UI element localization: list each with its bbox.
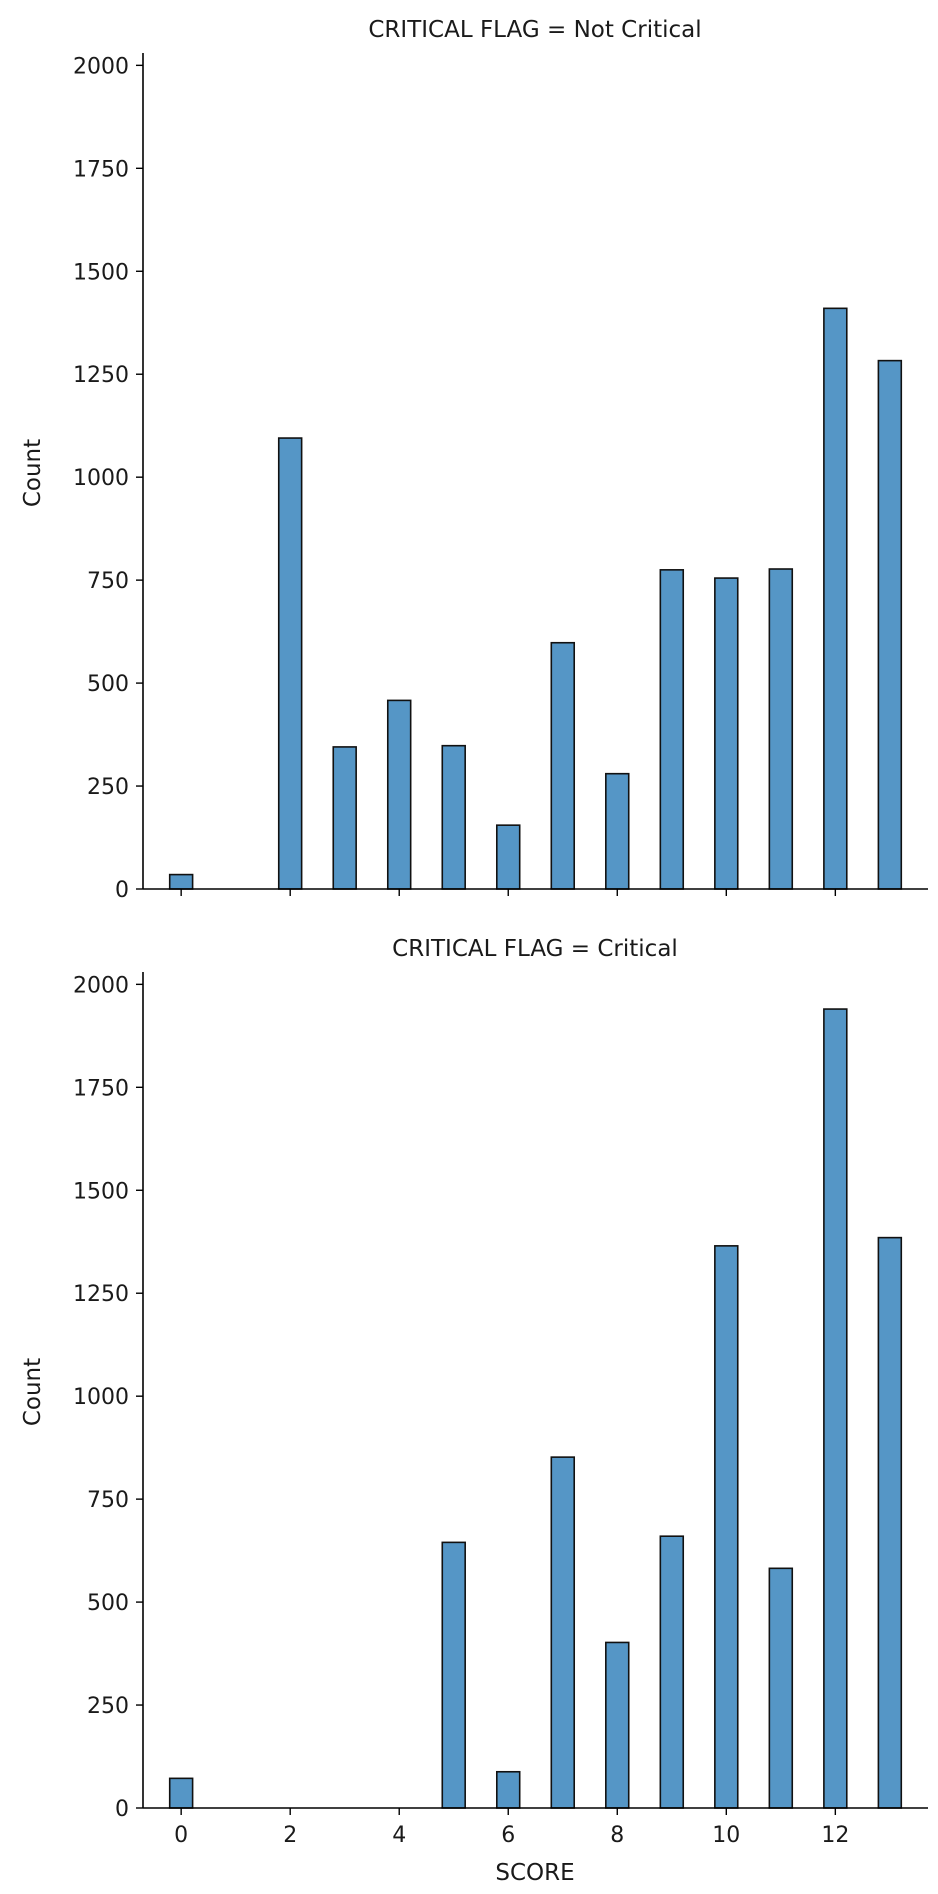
y-tick-label: 1000 <box>73 466 129 491</box>
histogram-bar <box>277 437 303 890</box>
x-tick-label: 8 <box>610 1823 624 1848</box>
bars-group <box>168 1008 903 1809</box>
y-tick-label: 0 <box>115 878 129 903</box>
y-tick-label: 1250 <box>73 1282 129 1307</box>
histogram-bar <box>768 568 794 890</box>
ticks-group: 0 250 500 750 1000 1250 1500 1750 2000 0 2 4 6 8 10 12 <box>73 973 849 1848</box>
histogram-bar <box>605 1641 630 1809</box>
histogram-bar <box>441 744 466 890</box>
x-tick-label: 6 <box>501 1823 515 1848</box>
y-tick-label: 2000 <box>73 973 129 998</box>
histogram-bar <box>495 824 521 890</box>
histogram-bar <box>714 1245 739 1809</box>
y-tick-label: 1250 <box>73 363 129 388</box>
x-tick-label: 2 <box>283 1823 297 1848</box>
y-tick-label: 1750 <box>73 157 129 182</box>
y-tick-label: 2000 <box>73 54 129 79</box>
ticks-group: 0 250 500 750 1000 1250 1500 1750 2000 <box>73 54 837 903</box>
panel-not-critical: CRITICAL FLAG = Not Critical Count 0 250 5… <box>20 17 928 903</box>
y-tick-label: 500 <box>87 1591 129 1616</box>
y-tick-label: 750 <box>87 569 129 594</box>
y-tick-label: 750 <box>87 1488 129 1513</box>
histogram-bar <box>877 1236 903 1809</box>
y-tick-label: 0 <box>115 1797 129 1822</box>
x-tick-label: 12 <box>821 1823 849 1848</box>
panel-critical: CRITICAL FLAG = Critical Count SCORE 025… <box>20 936 928 1886</box>
histogram-bar <box>714 577 739 890</box>
histogram-bar <box>550 641 576 890</box>
histogram-bar <box>168 1777 194 1809</box>
histogram-bar <box>386 699 412 890</box>
histogram-bar <box>659 1535 685 1809</box>
histogram-bar <box>659 569 685 890</box>
histogram-bar <box>550 1456 576 1809</box>
x-tick-label: 0 <box>174 1823 188 1848</box>
y-tick-label: 1500 <box>73 1179 129 1204</box>
histogram-bar <box>168 873 194 890</box>
histogram-bar <box>441 1541 466 1809</box>
y-axis-label: Count <box>20 439 46 507</box>
y-tick-label: 1500 <box>73 260 129 285</box>
histogram-bar <box>768 1567 794 1809</box>
y-tick-label: 250 <box>87 1694 129 1719</box>
y-tick-label: 1750 <box>73 1076 129 1101</box>
y-tick-label: 1000 <box>73 1385 129 1410</box>
y-tick-label: 500 <box>87 672 129 697</box>
x-tick-label: 4 <box>392 1823 406 1848</box>
bars-group <box>168 307 903 890</box>
histogram-bar <box>495 1770 521 1809</box>
x-tick-label: 10 <box>712 1823 740 1848</box>
histogram-bar <box>332 746 357 890</box>
histogram-bar <box>823 1008 848 1809</box>
histogram-bar <box>605 772 630 890</box>
histogram-bar <box>823 307 848 890</box>
y-tick-label: 250 <box>87 775 129 800</box>
panel-title: CRITICAL FLAG = Not Critical <box>368 17 701 43</box>
histogram-bar <box>877 359 903 890</box>
y-axis-label: Count <box>20 1358 46 1426</box>
x-axis-label: SCORE <box>495 1860 574 1886</box>
panel-title: CRITICAL FLAG = Critical <box>392 936 678 962</box>
